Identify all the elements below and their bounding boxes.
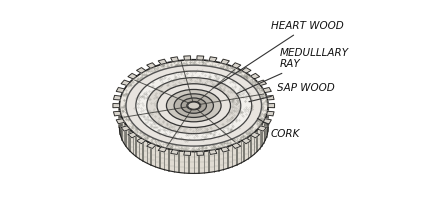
Polygon shape: [257, 126, 267, 131]
Polygon shape: [136, 68, 146, 73]
Ellipse shape: [181, 98, 206, 113]
Polygon shape: [242, 138, 251, 144]
Polygon shape: [147, 143, 156, 148]
Polygon shape: [221, 59, 229, 64]
Polygon shape: [250, 73, 260, 79]
Polygon shape: [171, 57, 179, 62]
Polygon shape: [197, 56, 204, 60]
Polygon shape: [121, 126, 130, 131]
Polygon shape: [232, 143, 241, 148]
Polygon shape: [171, 150, 179, 154]
Ellipse shape: [126, 65, 261, 146]
Polygon shape: [268, 104, 275, 108]
Text: HEART WOOD: HEART WOOD: [213, 21, 344, 88]
Polygon shape: [184, 151, 191, 155]
Ellipse shape: [188, 102, 200, 109]
Polygon shape: [158, 147, 167, 152]
Polygon shape: [209, 57, 217, 62]
Polygon shape: [257, 80, 267, 85]
Polygon shape: [221, 147, 229, 152]
Text: SAP WOOD: SAP WOOD: [249, 83, 334, 102]
Polygon shape: [136, 138, 146, 144]
Polygon shape: [147, 63, 156, 68]
Polygon shape: [263, 119, 271, 124]
Ellipse shape: [157, 84, 231, 127]
Polygon shape: [116, 88, 125, 93]
Polygon shape: [267, 111, 274, 116]
Polygon shape: [121, 80, 130, 85]
Polygon shape: [114, 111, 121, 116]
Polygon shape: [114, 95, 121, 100]
Polygon shape: [113, 104, 120, 108]
Ellipse shape: [147, 78, 241, 134]
Polygon shape: [232, 63, 241, 68]
Ellipse shape: [136, 71, 252, 140]
Polygon shape: [263, 88, 271, 93]
Text: MEDULLLARY
RAY: MEDULLLARY RAY: [237, 48, 349, 94]
Polygon shape: [116, 119, 125, 124]
Text: CORK: CORK: [257, 118, 300, 139]
Polygon shape: [250, 132, 260, 138]
Polygon shape: [128, 73, 137, 79]
Polygon shape: [242, 68, 251, 73]
Polygon shape: [119, 106, 268, 173]
Polygon shape: [158, 59, 167, 64]
Ellipse shape: [187, 101, 201, 110]
Polygon shape: [267, 95, 274, 100]
Ellipse shape: [174, 94, 213, 117]
Ellipse shape: [166, 90, 221, 122]
Polygon shape: [128, 132, 137, 138]
Polygon shape: [197, 151, 204, 155]
Ellipse shape: [119, 60, 268, 152]
Polygon shape: [209, 150, 217, 154]
Polygon shape: [184, 56, 191, 60]
